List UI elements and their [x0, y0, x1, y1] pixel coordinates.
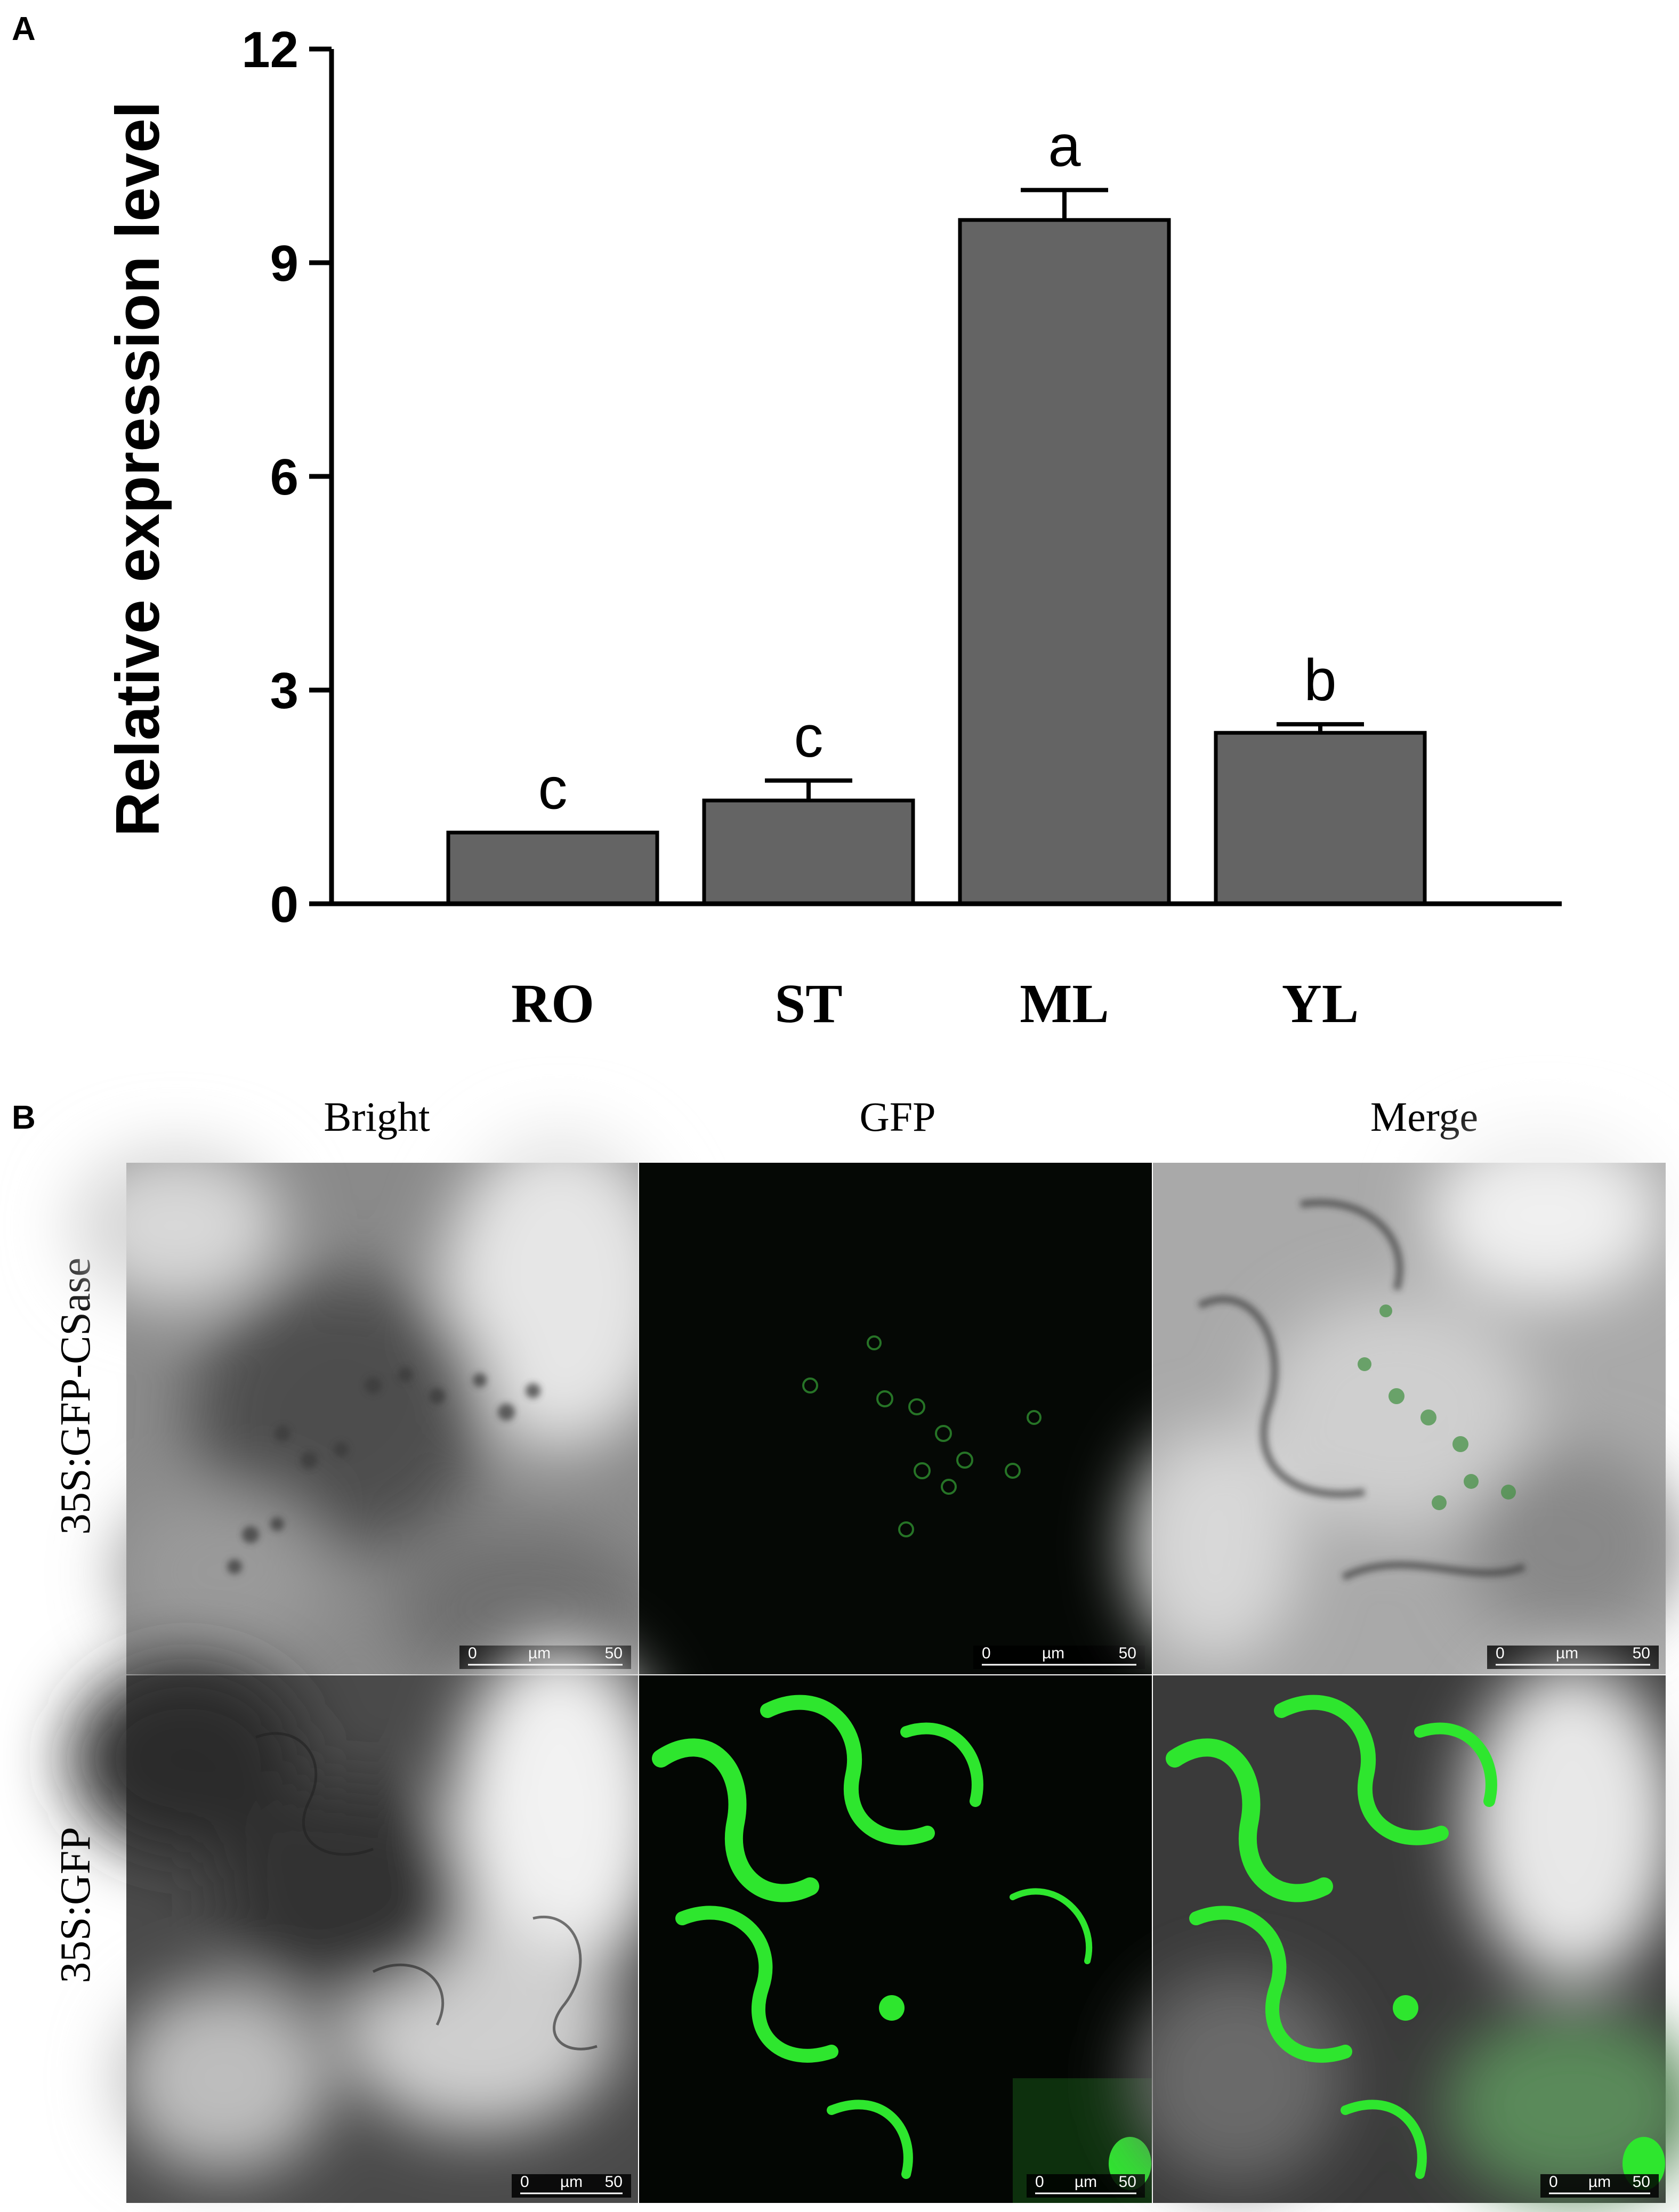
y-axis-label: Relative expression level	[103, 101, 172, 837]
image-gfp-gfp: 0 µm 50	[639, 1675, 1152, 2203]
svg-text:0: 0	[982, 1644, 991, 1662]
x-tick-label-ml: ML	[1020, 973, 1109, 1034]
svg-text:50: 50	[1119, 2173, 1136, 2191]
panel-label-b: B	[12, 1099, 36, 1136]
bar-ro	[446, 830, 659, 906]
bar-ml	[958, 218, 1171, 906]
svg-text:50: 50	[1633, 2173, 1650, 2191]
significance-label-st: c	[794, 704, 824, 769]
row-label-gfp: 35S:GFP	[52, 1827, 99, 1983]
image-merge-gfp: 0 µm 50	[1130, 1663, 1679, 2203]
svg-text:50: 50	[1633, 1644, 1650, 1662]
y-tick-label: 12	[241, 21, 298, 78]
svg-text:0: 0	[1549, 2173, 1558, 2191]
scale-bar: 0 µm 50	[512, 2173, 631, 2198]
svg-text:0: 0	[1496, 1644, 1505, 1662]
image-bright-gfp-csase: 0 µm 50	[69, 1130, 677, 1689]
significance-label-yl: b	[1304, 647, 1336, 713]
y-tick-label: 3	[270, 662, 298, 719]
significance-label-ml: a	[1048, 114, 1081, 179]
x-tick-label-yl: YL	[1282, 973, 1359, 1034]
column-title-bright: Bright	[324, 1093, 430, 1140]
svg-text:µm: µm	[1075, 2173, 1097, 2191]
svg-text:50: 50	[605, 1644, 623, 1662]
column-title-gfp: GFP	[859, 1093, 935, 1140]
significance-label-ro: c	[538, 756, 568, 821]
x-tick-label-st: ST	[774, 973, 842, 1034]
bar-st	[702, 798, 915, 906]
y-axis: 0 3 6 9 12	[241, 21, 332, 933]
svg-text:50: 50	[1119, 1644, 1136, 1662]
svg-text:µm: µm	[1042, 1644, 1064, 1662]
row-label-gfp-csase: 35S:GFP-CSase	[52, 1258, 99, 1535]
panel-label-a: A	[12, 11, 36, 47]
scale-bar: 0 µm 50	[1540, 2173, 1659, 2198]
x-axis: RO ST ML YL	[511, 973, 1359, 1034]
scale-bar: 0 µm 50	[973, 1644, 1145, 1669]
svg-text:0: 0	[520, 2173, 529, 2191]
image-merge-gfp-csase: 0 µm 50	[1130, 1130, 1679, 1674]
svg-text:0: 0	[1035, 2173, 1044, 2191]
bars: c c a b	[446, 114, 1427, 906]
image-bright-gfp: 0 µm 50	[69, 1641, 666, 2203]
scale-bar: 0 µm 50	[1027, 2173, 1145, 2198]
svg-text:µm: µm	[1588, 2173, 1611, 2191]
y-tick-label: 6	[270, 449, 298, 506]
y-tick-label: 9	[270, 235, 298, 292]
svg-text:µm: µm	[1556, 1644, 1578, 1662]
image-gfp-gfp-csase: 0 µm 50	[639, 1163, 1152, 1674]
svg-text:µm: µm	[560, 2173, 583, 2191]
bar-yl	[1214, 731, 1427, 906]
svg-text:0: 0	[468, 1644, 477, 1662]
microscopy-panel: B Bright GFP Merge 35S:GFP-CSase 35S:GFP	[12, 1093, 1679, 2203]
column-title-merge: Merge	[1370, 1093, 1478, 1140]
y-tick-label: 0	[270, 876, 298, 933]
x-tick-label-ro: RO	[511, 973, 594, 1034]
svg-text:50: 50	[605, 2173, 623, 2191]
